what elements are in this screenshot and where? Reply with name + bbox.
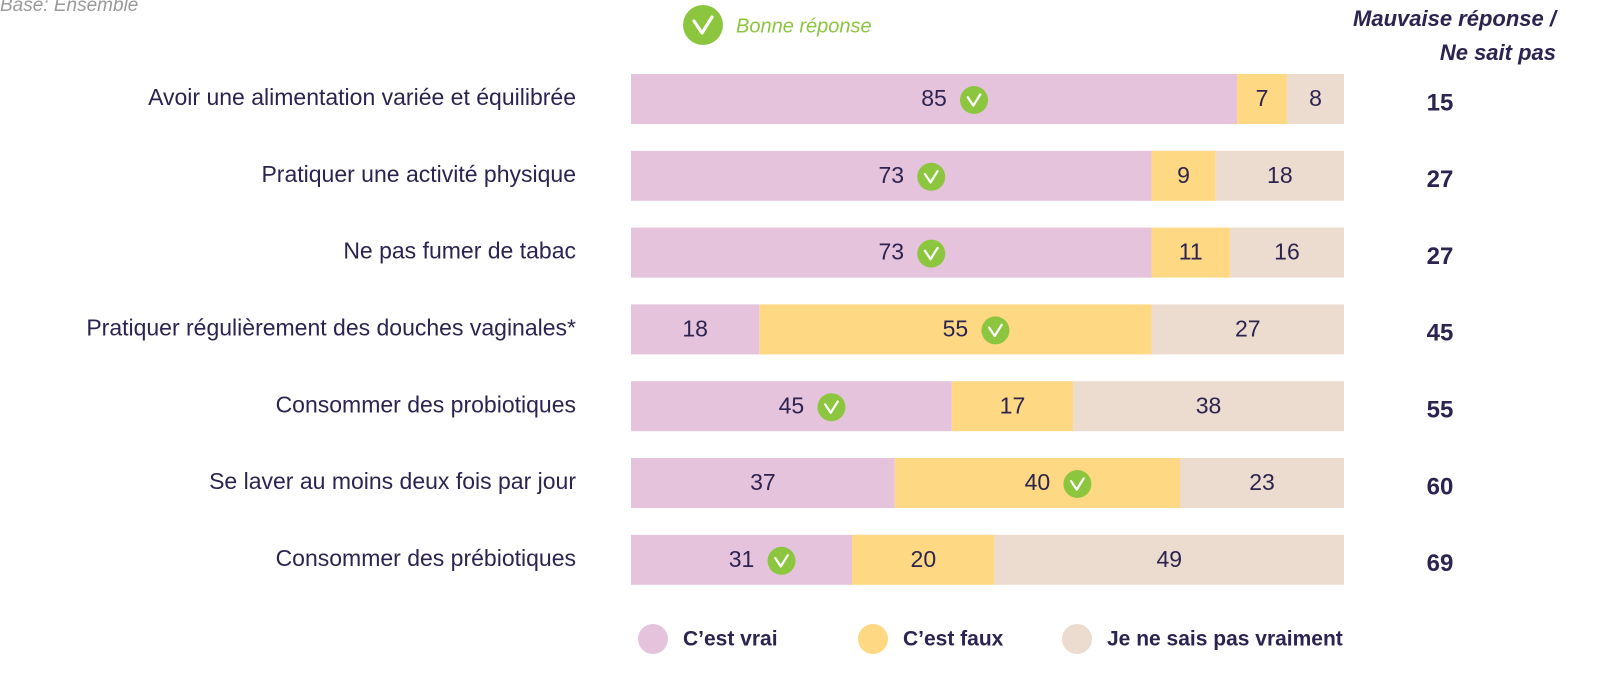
value-label: 37	[750, 469, 776, 495]
bar-segment	[951, 381, 1074, 432]
value-label: 16	[1274, 239, 1300, 265]
value-label: 20	[911, 546, 937, 572]
check-circle	[917, 162, 946, 191]
right-column-title: Mauvaise réponse /	[1353, 6, 1559, 31]
bar-segment	[631, 458, 895, 508]
bar-segment	[631, 381, 952, 432]
check-mark	[923, 246, 939, 261]
bar-segment	[1237, 74, 1287, 124]
bar-segment	[631, 534, 853, 585]
right-value: 27	[1427, 166, 1454, 193]
bar-segment	[631, 304, 760, 355]
category-label: Ne pas fumer de tabac	[343, 238, 576, 264]
bar-segment	[994, 534, 1344, 585]
value-label: 27	[1235, 315, 1261, 341]
value-label: 45	[779, 392, 805, 418]
check-mark	[923, 170, 939, 184]
category-label: Consommer des probiotiques	[276, 391, 576, 417]
check-mark	[692, 15, 714, 35]
check-mark	[966, 93, 982, 107]
value-label: 40	[1025, 469, 1051, 495]
bar-segment	[631, 150, 1152, 201]
value-label: 31	[729, 546, 755, 572]
value-label: 18	[682, 315, 708, 341]
bar-segment	[852, 534, 995, 585]
legend-swatch	[1062, 624, 1092, 654]
correct-icon	[917, 162, 946, 191]
value-label: 85	[921, 85, 947, 111]
value-label: 23	[1249, 469, 1275, 495]
legend-label: C’est faux	[903, 628, 1004, 651]
legend-label: Je ne sais pas vraiment	[1107, 628, 1343, 651]
correct-legend-label: Bonne réponse	[736, 15, 872, 37]
category-label: Pratiquer une activité physique	[261, 161, 576, 187]
bar-segment	[631, 74, 1238, 124]
check-circle	[917, 239, 946, 268]
correct-icon	[981, 316, 1010, 345]
bar-segment	[1229, 227, 1344, 278]
bar-segment	[1151, 150, 1216, 201]
check-mark	[1069, 477, 1085, 491]
check-circle	[683, 5, 723, 45]
bar-segment	[1286, 74, 1344, 124]
right-value: 15	[1427, 89, 1454, 116]
check-circle	[981, 316, 1010, 345]
right-value: 45	[1427, 320, 1454, 347]
right-column-title: Ne sait pas	[1440, 40, 1556, 65]
value-label: 49	[1157, 546, 1183, 572]
bar-segment	[631, 227, 1152, 278]
value-label: 18	[1267, 162, 1293, 188]
bar-segment	[1215, 150, 1344, 201]
legend-label: C’est vrai	[683, 628, 778, 651]
right-value: 69	[1427, 550, 1454, 577]
legend-swatch	[638, 624, 668, 654]
correct-icon	[960, 86, 989, 114]
value-label: 8	[1309, 85, 1322, 111]
bar-segment	[759, 304, 1152, 355]
bar-segment	[1151, 227, 1230, 278]
check-circle	[767, 546, 796, 575]
value-label: 7	[1256, 85, 1269, 111]
correct-icon	[767, 546, 796, 575]
value-label: 55	[943, 315, 969, 341]
correct-icon	[817, 393, 846, 422]
check-circle	[817, 393, 846, 422]
value-label: 17	[1000, 392, 1026, 418]
value-label: 73	[878, 239, 904, 265]
right-value: 55	[1427, 397, 1454, 424]
bar-segment	[1073, 381, 1344, 432]
check-circle	[960, 86, 989, 114]
category-label: Pratiquer régulièrement des douches vagi…	[86, 314, 576, 340]
check-mark	[824, 400, 839, 414]
bar-segment	[1180, 458, 1344, 508]
category-label: Se laver au moins deux fois par jour	[209, 468, 576, 494]
category-label: Avoir une alimentation variée et équilib…	[148, 84, 576, 110]
check-mark	[774, 554, 789, 568]
check-mark	[987, 323, 1003, 338]
bar-segment	[1151, 304, 1344, 355]
correct-icon	[917, 239, 946, 268]
bar-segment	[894, 458, 1181, 508]
right-value: 27	[1427, 243, 1454, 270]
right-value: 60	[1427, 473, 1454, 500]
check-circle	[1063, 470, 1092, 498]
value-label: 11	[1179, 239, 1203, 265]
value-label: 9	[1177, 162, 1190, 188]
value-label: 73	[878, 162, 904, 188]
subtitle: Base: Ensemble	[0, 0, 138, 16]
legend-swatch	[858, 624, 888, 654]
correct-icon	[1063, 470, 1092, 498]
value-label: 38	[1196, 392, 1222, 418]
correct-icon	[683, 5, 723, 45]
category-label: Consommer des prébiotiques	[276, 545, 576, 571]
